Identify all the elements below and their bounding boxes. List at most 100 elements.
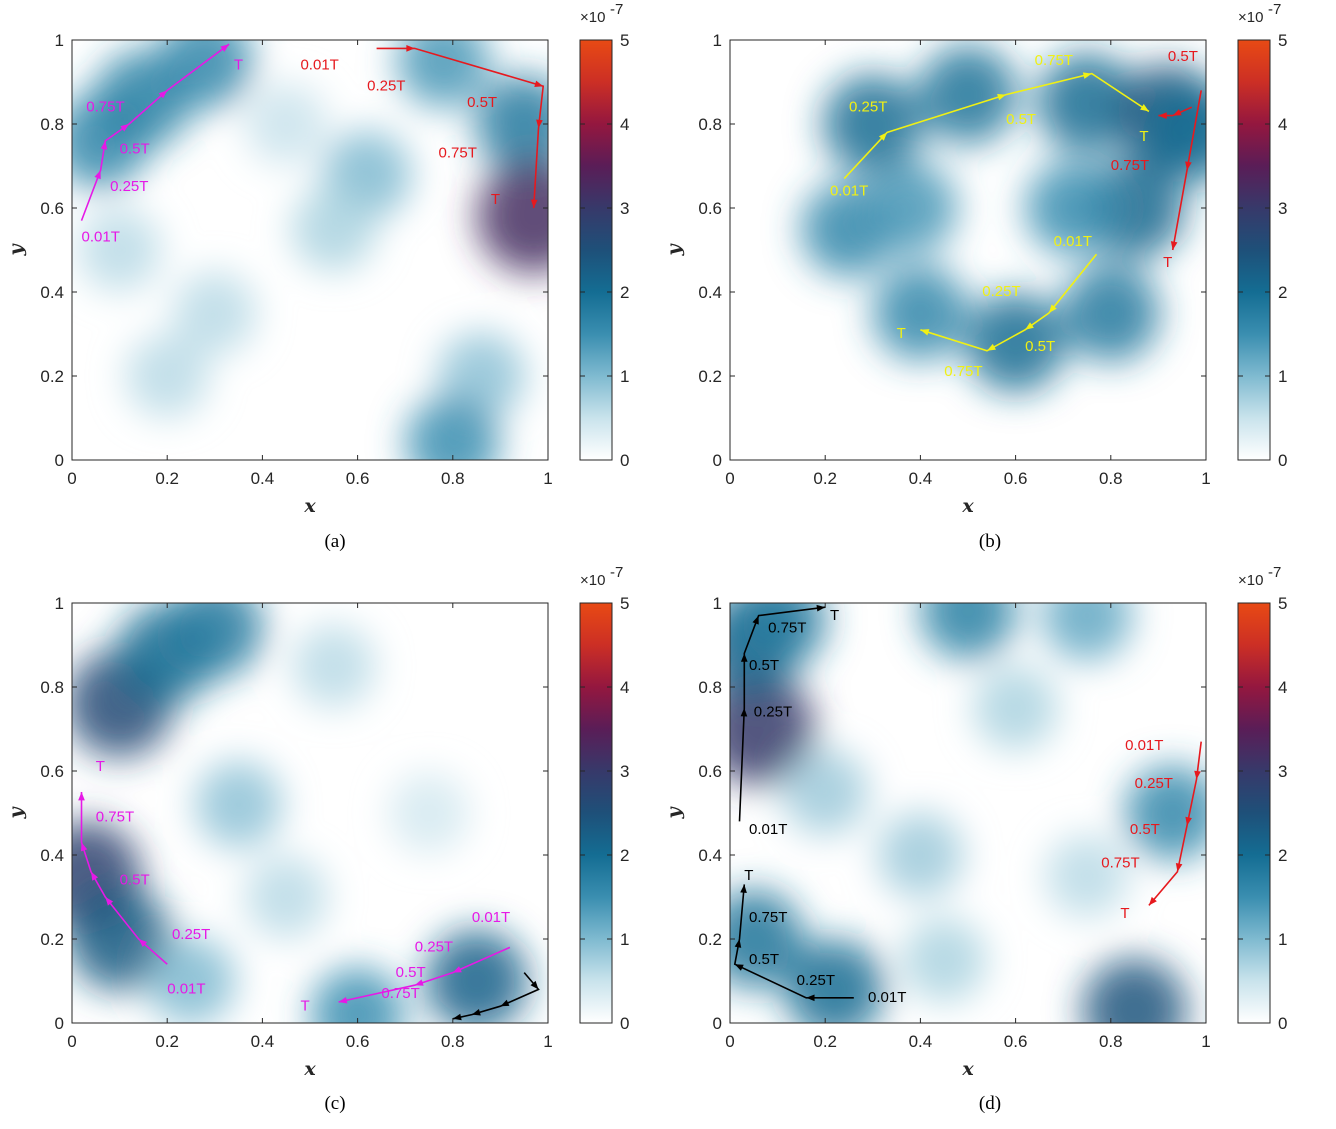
heatmap-blob <box>405 396 500 460</box>
trajectory-arrowhead <box>816 604 826 612</box>
heatmap-blob <box>919 603 1017 660</box>
trajectory-label: 0.01T <box>749 821 787 838</box>
trajectory-label: 0.75T <box>439 145 477 162</box>
trajectory-arrowhead <box>1175 862 1183 872</box>
colorbar-tick-label: 4 <box>620 115 629 134</box>
heatmap-blob <box>173 271 257 355</box>
trajectory-arrowhead <box>80 842 88 852</box>
heatmap-blob <box>1125 765 1206 861</box>
heatmap-blobs <box>730 603 1206 1023</box>
x-tick-label: 0.6 <box>346 1032 370 1051</box>
heatmap-blob <box>425 929 528 1023</box>
trajectory-label: 0.75T <box>1101 855 1139 872</box>
trajectory-arrowhead <box>734 939 742 948</box>
y-tick-label: 0.6 <box>698 762 722 781</box>
colorbar-tick-label: 5 <box>620 31 629 50</box>
colorbar-tick-label: 0 <box>1278 1014 1287 1033</box>
trajectory-label: 0.01T <box>868 989 906 1006</box>
axes-frame <box>71 39 549 461</box>
x-tick-label: 0.8 <box>1099 1032 1123 1051</box>
trajectory-label: 0.01T <box>300 56 338 73</box>
colorbar-tick-label: 1 <box>1278 930 1287 949</box>
heatmap-blob <box>784 939 885 1023</box>
heatmap-blob <box>1045 834 1129 918</box>
trajectory-arrowhead <box>138 939 148 948</box>
heatmap-field <box>72 40 548 460</box>
x-tick-label: 1 <box>543 1032 552 1051</box>
trajectory-label: 0.75T <box>1035 52 1073 69</box>
colorbar-tick-label: 1 <box>620 930 629 949</box>
trajectory-arrowhead <box>1170 241 1178 250</box>
x-axis-label: x <box>961 495 974 517</box>
y-axis-label: y <box>5 806 27 820</box>
heatmap-blob <box>72 887 172 991</box>
trajectory-arrowhead <box>878 132 888 141</box>
x-tick-label: 0.2 <box>813 1032 837 1051</box>
colorbar-exponent: ×10 <box>1238 572 1263 589</box>
heatmap-blob <box>902 917 987 1003</box>
trajectory-label: 0.25T <box>415 939 453 956</box>
trajectory-line <box>80 43 230 221</box>
x-axis-label: x <box>961 1058 974 1080</box>
colorbar <box>1237 39 1271 461</box>
trajectory-arrowhead <box>740 708 748 717</box>
trajectory-arrowhead <box>1158 112 1167 119</box>
y-tick-label: 0 <box>55 451 64 470</box>
trajectory-label: 0.5T <box>1025 338 1055 355</box>
trajectory-line <box>920 253 1098 352</box>
y-tick-label: 0.6 <box>40 762 64 781</box>
trajectory-arrowhead <box>987 343 996 351</box>
colorbar-tick-label: 1 <box>1278 367 1287 386</box>
y-tick-label: 0 <box>55 1014 64 1033</box>
trajectory-label: 0.25T <box>172 926 210 943</box>
x-tick-label: 0.2 <box>155 469 179 488</box>
y-tick-label: 0.2 <box>698 930 722 949</box>
x-tick-label: 0.4 <box>909 469 933 488</box>
x-axis-label: x <box>303 1058 316 1080</box>
heatmap-blob <box>822 74 923 174</box>
heatmap-field <box>72 603 528 1023</box>
trajectory-arrowhead <box>1025 322 1034 330</box>
trajectory-label: 0.75T <box>381 985 419 1002</box>
trajectory-arrowhead <box>1185 816 1192 826</box>
y-axis-label: y <box>663 806 685 820</box>
heatmap-blob <box>396 40 490 108</box>
heatmap-blob <box>292 624 376 708</box>
trajectory-arrowhead <box>740 653 748 662</box>
colorbar-tick-label: 3 <box>620 762 629 781</box>
x-tick-label: 0.6 <box>1004 1032 1028 1051</box>
trajectory-label: T <box>234 56 243 73</box>
x-tick-label: 0.2 <box>155 1032 179 1051</box>
heatmap-blob <box>1082 958 1187 1023</box>
colorbar-tick-label: 4 <box>620 678 629 697</box>
colorbar-tick-label: 4 <box>1278 115 1287 134</box>
colorbar-exponent-power: -7 <box>1268 564 1281 581</box>
colorbar-tick-label: 1 <box>620 367 629 386</box>
axes-frame <box>71 602 549 1024</box>
trajectory-label: 0.5T <box>1006 111 1036 128</box>
trajectory-label: T <box>491 191 500 208</box>
heatmap-blob <box>475 75 548 173</box>
trajectory-label: T <box>897 325 906 342</box>
trajectory-arrowhead <box>806 994 815 1002</box>
trajectory-arrowhead <box>536 119 543 129</box>
trajectory-label: 0.75T <box>749 909 787 926</box>
x-axis-label: x <box>303 495 316 517</box>
trajectory-arrowhead <box>338 996 348 1004</box>
trajectory-group <box>843 72 1202 352</box>
colorbar <box>579 602 613 1024</box>
heatmap-blob <box>730 603 827 669</box>
heatmap-blob <box>166 603 264 677</box>
trajectory-label: T <box>96 758 105 775</box>
trajectory-arrowhead <box>530 199 538 208</box>
colorbar-tick-label: 5 <box>620 594 629 613</box>
trajectory-line <box>733 884 854 999</box>
y-axis-label: y <box>5 243 27 257</box>
colorbar-tick-label: 0 <box>620 1014 629 1033</box>
x-tick-label: 0 <box>67 469 76 488</box>
heatmap-blob <box>78 208 162 292</box>
trajectory-arrowhead <box>91 871 99 881</box>
heatmap-blob <box>245 83 328 165</box>
panel-a: 0.01T 0.25T 0.5T 0.75T T 0.01T 0.25T 0.5T 0.75T T… <box>5 1 629 552</box>
